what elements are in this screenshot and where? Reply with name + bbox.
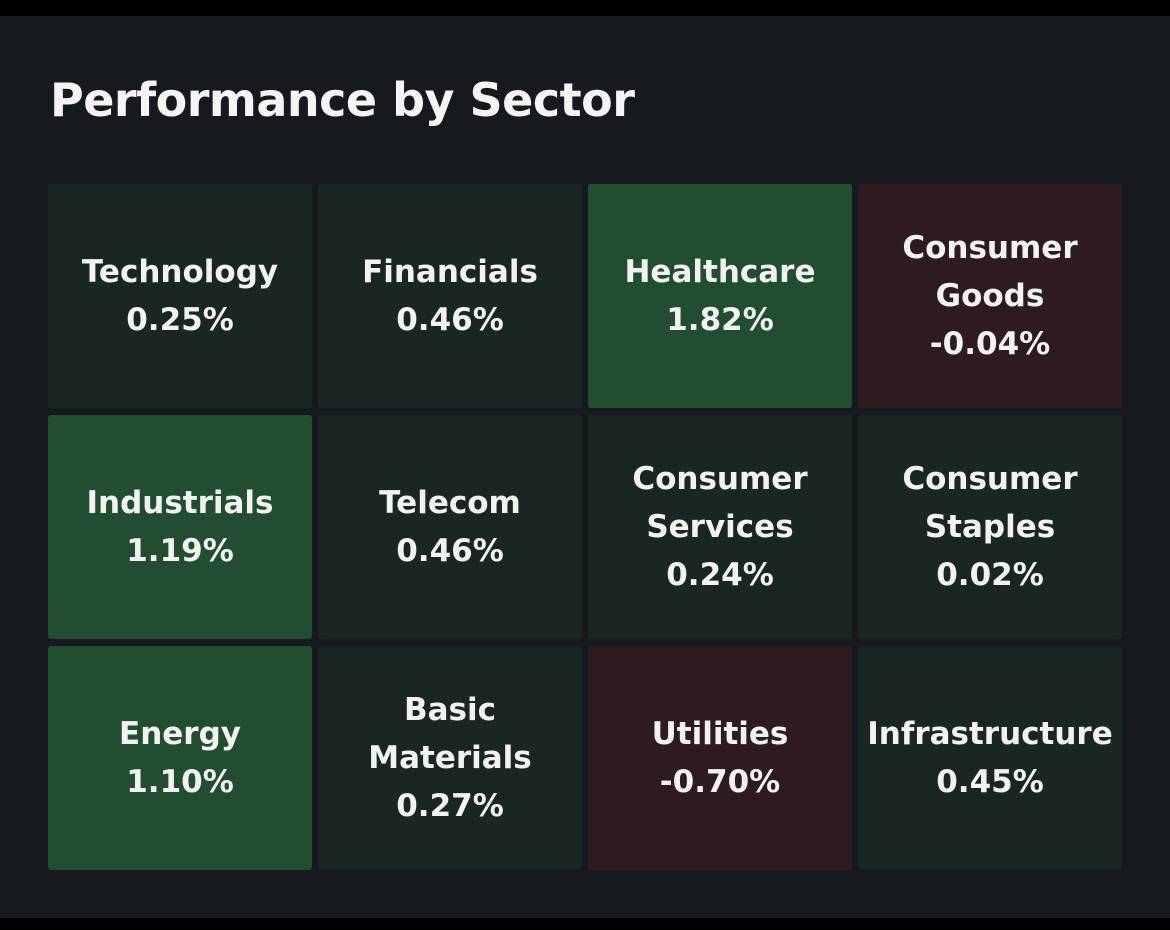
sector-performance-panel: Performance by Sector Technology 0.25% F… — [0, 16, 1170, 918]
sector-heatmap-grid: Technology 0.25% Financials 0.46% Health… — [48, 184, 1122, 870]
sector-change: 0.45% — [936, 764, 1044, 800]
sector-tile-consumer-services[interactable]: Consumer Services 0.24% — [588, 415, 852, 639]
sector-change: 0.24% — [666, 557, 774, 593]
sector-name: Utilities — [651, 716, 789, 752]
sector-name: Energy — [119, 716, 241, 752]
sector-change: 0.27% — [396, 788, 504, 824]
sector-change: 0.46% — [396, 533, 504, 569]
sector-name: Consumer Services — [632, 461, 808, 545]
sector-name: Consumer Goods — [902, 230, 1078, 314]
sector-change: 0.46% — [396, 302, 504, 338]
sector-change: 1.10% — [126, 764, 234, 800]
sector-tile-technology[interactable]: Technology 0.25% — [48, 184, 312, 408]
sector-change: 0.25% — [126, 302, 234, 338]
sector-tile-healthcare[interactable]: Healthcare 1.82% — [588, 184, 852, 408]
sector-tile-utilities[interactable]: Utilities -0.70% — [588, 646, 852, 870]
sector-name: Infrastructure — [867, 716, 1113, 752]
sector-tile-industrials[interactable]: Industrials 1.19% — [48, 415, 312, 639]
sector-name: Healthcare — [624, 254, 816, 290]
sector-tile-financials[interactable]: Financials 0.46% — [318, 184, 582, 408]
sector-name: Basic Materials — [368, 692, 532, 776]
sector-change: -0.70% — [659, 764, 781, 800]
sector-name: Consumer Staples — [902, 461, 1078, 545]
sector-name: Financials — [362, 254, 538, 290]
sector-tile-consumer-staples[interactable]: Consumer Staples 0.02% — [858, 415, 1122, 639]
sector-tile-energy[interactable]: Energy 1.10% — [48, 646, 312, 870]
sector-change: 1.82% — [666, 302, 774, 338]
sector-name: Telecom — [379, 485, 521, 521]
page-title: Performance by Sector — [50, 73, 635, 127]
sector-name: Industrials — [86, 485, 274, 521]
sector-change: -0.04% — [929, 326, 1051, 362]
sector-tile-infrastructure[interactable]: Infrastructure 0.45% — [858, 646, 1122, 870]
sector-name: Technology — [81, 254, 279, 290]
sector-change: 0.02% — [936, 557, 1044, 593]
sector-tile-consumer-goods[interactable]: Consumer Goods -0.04% — [858, 184, 1122, 408]
sector-tile-basic-materials[interactable]: Basic Materials 0.27% — [318, 646, 582, 870]
sector-tile-telecom[interactable]: Telecom 0.46% — [318, 415, 582, 639]
sector-change: 1.19% — [126, 533, 234, 569]
